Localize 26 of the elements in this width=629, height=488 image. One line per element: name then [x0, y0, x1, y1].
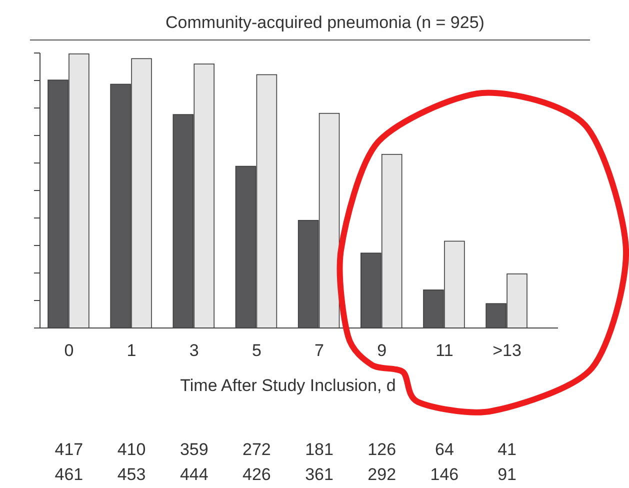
x-tick-label: 9	[377, 341, 387, 360]
data-label: 181	[305, 440, 334, 459]
data-label: 41	[498, 440, 516, 459]
data-label: 426	[242, 465, 271, 484]
x-tick-label: 1	[126, 341, 136, 360]
x-axis-title: Time After Study Inclusion, d	[180, 376, 396, 395]
data-label: 444	[180, 465, 208, 484]
data-label: 64	[434, 440, 454, 459]
data-label: 461	[54, 465, 84, 484]
x-tick-label: 3	[189, 341, 199, 360]
x-tick-label: 5	[252, 341, 262, 360]
data-label: 359	[180, 440, 208, 459]
x-tick-label: 0	[64, 341, 74, 360]
data-label: 361	[305, 465, 334, 484]
x-tick-label: 7	[314, 341, 324, 360]
data-label: 453	[117, 465, 146, 484]
x-tick-label: >13	[492, 341, 522, 360]
data-label: 292	[368, 465, 396, 484]
data-label: 91	[498, 465, 516, 484]
data-label: 410	[117, 440, 146, 459]
data-label: 272	[242, 440, 271, 459]
data-label: 417	[54, 440, 84, 459]
data-label: 126	[368, 440, 396, 459]
x-tick-label: 11	[436, 341, 454, 360]
chart-title: Community-acquired pneumonia (n = 925)	[166, 13, 484, 32]
data-label: 146	[430, 465, 459, 484]
